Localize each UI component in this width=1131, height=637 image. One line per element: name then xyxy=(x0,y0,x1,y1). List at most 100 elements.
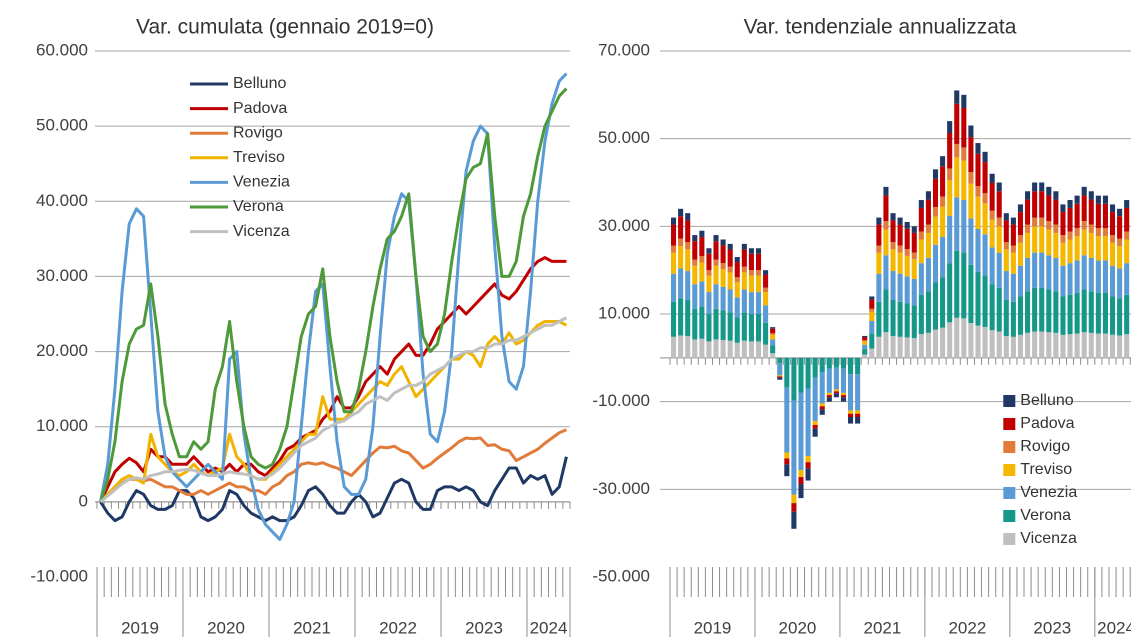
bar-segment xyxy=(748,248,754,254)
series-line xyxy=(99,456,568,523)
bar-segment xyxy=(763,305,769,323)
bar-segment xyxy=(1067,263,1073,295)
bar-segment xyxy=(699,262,705,282)
bar-segment xyxy=(699,237,705,257)
bar-segment xyxy=(791,400,797,495)
bar-segment xyxy=(961,252,967,319)
x-tick-label: 2019 xyxy=(121,618,159,637)
bar-segment xyxy=(1046,195,1052,222)
bar-segment xyxy=(918,294,924,335)
bar-segment xyxy=(918,263,924,295)
bar-segment xyxy=(1046,332,1052,358)
bar-segment xyxy=(961,160,967,201)
bar-segment xyxy=(904,249,910,256)
bar-segment xyxy=(940,166,946,197)
bar-segment xyxy=(925,191,931,200)
bar-segment xyxy=(748,341,754,358)
bar-segment xyxy=(763,274,769,288)
x-tick-label: 2019 xyxy=(694,618,732,637)
bar-segment xyxy=(1095,195,1101,204)
bar-segment xyxy=(961,107,967,148)
bar-segment xyxy=(770,353,776,358)
bar-segment xyxy=(989,173,995,183)
bar-segment xyxy=(1032,217,1038,227)
bar-segment xyxy=(1046,186,1052,196)
bar-segment xyxy=(848,410,854,414)
bar-segment xyxy=(1003,242,1009,250)
bar-segment xyxy=(862,335,868,338)
bar-segment xyxy=(1060,242,1066,266)
bar-segment xyxy=(897,336,903,358)
y-tick-label: 30.000 xyxy=(598,216,650,235)
bar-segment xyxy=(685,299,691,337)
bar-segment xyxy=(918,239,924,264)
y-tick-label: 30.000 xyxy=(36,266,88,285)
legend-label: Treviso xyxy=(1020,461,1072,478)
bar-segment xyxy=(1102,260,1108,293)
bar-segment xyxy=(812,420,818,425)
bar-segment xyxy=(1117,246,1123,269)
bar-segment xyxy=(685,213,691,221)
bar-segment xyxy=(1053,199,1059,225)
legend-label: Padova xyxy=(233,100,287,117)
bar-segment xyxy=(706,253,712,271)
bar-segment xyxy=(671,252,677,274)
bar-segment xyxy=(713,235,719,242)
bar-segment xyxy=(1067,294,1073,335)
bar-segment xyxy=(706,341,712,358)
bar-segment xyxy=(1017,296,1024,335)
bar-segment xyxy=(890,271,896,300)
legend-label: Venezia xyxy=(1020,484,1077,501)
bar-segment xyxy=(1067,207,1073,232)
bar-segment xyxy=(748,270,754,276)
bar-segment xyxy=(982,193,988,204)
bar-segment xyxy=(1003,213,1009,221)
bar-segment xyxy=(819,372,825,404)
bar-segment xyxy=(741,249,747,267)
bar-segment xyxy=(982,326,988,358)
bar-segment xyxy=(1117,298,1123,336)
bar-segment xyxy=(883,255,889,290)
bar-segment xyxy=(1003,299,1009,337)
bar-segment xyxy=(755,292,762,314)
y-tick-label: 40.000 xyxy=(36,191,88,210)
bar-segment xyxy=(713,265,719,285)
bar-segment xyxy=(940,327,946,358)
bar-segment xyxy=(770,333,776,335)
bar-segment xyxy=(1039,287,1045,332)
x-tick-label: 2021 xyxy=(293,618,331,637)
legend-swatch xyxy=(1003,395,1016,407)
legend-label: Treviso xyxy=(233,149,285,166)
bar-segment xyxy=(1081,229,1087,256)
bar-segment xyxy=(833,357,839,368)
bar-segment xyxy=(692,235,698,242)
bar-segment xyxy=(734,257,740,263)
legend-label: Venezia xyxy=(233,174,290,191)
bar-segment xyxy=(840,397,847,402)
bar-segment xyxy=(678,238,684,247)
bar-segment xyxy=(741,243,747,250)
bar-segment xyxy=(1124,334,1130,358)
bar-segment xyxy=(897,217,903,225)
bar-segment xyxy=(855,357,861,375)
bar-segment xyxy=(968,218,974,265)
bar-segment xyxy=(720,310,726,341)
bar-segment xyxy=(862,344,868,350)
bar-segment xyxy=(1095,333,1101,358)
bar-segment xyxy=(1010,336,1016,358)
bar-segment xyxy=(989,284,995,331)
bar-segment xyxy=(848,413,854,418)
bar-segment xyxy=(678,246,684,269)
bar-segment xyxy=(770,327,776,329)
bar-segment xyxy=(911,338,917,358)
bar-segment xyxy=(826,368,832,393)
bar-segment xyxy=(699,281,705,307)
bar-segment xyxy=(869,296,875,300)
bar-segment xyxy=(954,197,960,251)
bar-segment xyxy=(692,339,698,358)
bar-segment xyxy=(996,226,1002,253)
bar-segment xyxy=(897,252,903,274)
bar-segment xyxy=(1109,265,1116,297)
bar-segment xyxy=(1102,236,1108,261)
bar-segment xyxy=(1095,260,1101,293)
